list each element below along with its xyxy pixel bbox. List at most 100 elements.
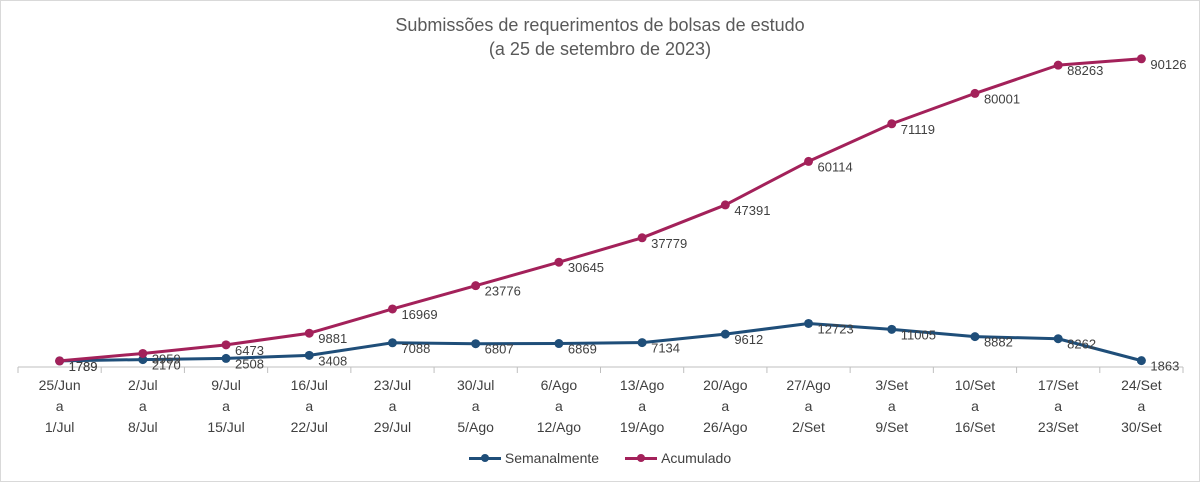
x-tick-label: 16/Jul [291,377,328,393]
legend-item: Semanalmente [468,450,600,466]
data-label-semanalmente: 6807 [485,342,514,357]
data-point-acumulado [471,281,481,291]
data-point-semanalmente [1053,334,1063,344]
data-point-semanalmente [387,338,397,348]
legend-item: Acumulado [625,450,731,466]
chart-title: Submissões de requerimentos de bolsas de… [395,15,805,35]
data-point-acumulado [221,340,231,350]
data-point-semanalmente [887,324,897,334]
data-label-semanalmente: 1789 [69,359,98,374]
data-label-semanalmente: 12723 [818,321,854,336]
legend-label: Acumulado [661,450,732,466]
x-tick-label: a [389,398,397,414]
x-tick-label: 5/Ago [457,419,494,435]
x-tick-label: a [555,398,563,414]
x-tick-label: 22/Jul [291,419,328,435]
x-tick-label: 1/Jul [45,419,75,435]
data-label-acumulado: 16969 [401,307,437,322]
data-point-acumulado [554,257,564,267]
data-label-semanalmente: 7088 [401,341,430,356]
data-label-acumulado: 37779 [651,236,687,251]
x-tick-label: 8/Jul [128,419,158,435]
x-tick-label: a [56,398,64,414]
series-line-acumulado [58,57,1143,363]
x-tick-label: a [971,398,979,414]
data-label-acumulado: 1789 [69,359,98,374]
legend-marker [480,454,489,462]
data-point-acumulado [637,233,647,243]
chart-subtitle: (a 25 de setembro de 2023) [488,39,712,59]
x-tick-label: 25/Jun [39,377,81,393]
data-point-acumulado [1053,60,1063,70]
data-label-semanalmente: 3408 [318,353,347,368]
data-label-semanalmente: 2508 [235,356,264,371]
x-tick-label: 19/Ago [620,419,665,435]
series-line-semanalmente [58,321,1143,363]
data-label-semanalmente: 1863 [1150,359,1179,374]
x-tick-label: a [1137,398,1145,414]
data-point-acumulado [804,156,814,166]
x-tick-label: 2/Set [792,419,825,435]
data-label-acumulado: 60114 [818,159,853,174]
data-point-semanalmente [720,329,730,339]
data-label-acumulado: 90126 [1150,57,1186,72]
x-tick-label: 6/Ago [541,377,578,393]
data-label-semanalmente: 7134 [651,341,680,356]
data-point-semanalmente [970,332,980,342]
x-tick-label: a [721,398,729,414]
x-tick-label: 23/Jul [374,377,411,393]
x-tick-label: 12/Ago [537,419,582,435]
data-point-semanalmente [471,339,481,349]
x-tick-label: 10/Set [955,377,996,393]
data-point-acumulado [970,88,980,98]
data-label-semanalmente: 2170 [152,358,181,373]
x-tick-label: 2/Jul [128,377,158,393]
data-label-semanalmente: 11005 [901,327,936,342]
data-point-acumulado [304,328,314,338]
data-point-semanalmente [554,339,564,349]
x-tick-label: a [139,398,147,414]
x-tick-label: 9/Set [875,419,908,435]
data-label-acumulado: 88263 [1067,63,1103,78]
x-tick-label: 9/Jul [211,377,241,393]
data-point-acumulado [138,348,148,358]
data-point-acumulado [55,356,65,366]
data-point-semanalmente [804,318,814,328]
data-label-acumulado: 6473 [235,343,264,358]
data-point-acumulado [720,200,730,210]
data-label-semanalmente: 8882 [984,335,1013,350]
data-label-acumulado: 30645 [568,260,604,275]
x-tick-label: a [805,398,813,414]
data-point-acumulado [387,304,397,314]
x-tick-label: 29/Jul [374,419,411,435]
legend-swatch [468,452,501,464]
x-tick-label: 24/Set [1121,377,1162,393]
data-point-semanalmente [1136,356,1146,366]
x-tick-label: a [888,398,896,414]
x-tick-label: 17/Set [1038,377,1079,393]
x-tick-label: 3/Set [875,377,908,393]
x-tick-label: a [222,398,230,414]
line-chart: 25/Jun a 1/Jul 2/Jul a 8/Jul 9/Jul a 15/Jul 16/Ju… [17,54,1187,435]
x-tick-label: 27/Ago [786,377,831,393]
x-tick-label: 30/Jul [457,377,494,393]
data-label-acumulado: 80001 [984,91,1020,106]
x-tick-label: a [472,398,480,414]
legend-label: Semanalmente [504,450,600,466]
data-point-semanalmente [304,350,314,360]
data-label-semanalmente: 9612 [734,332,763,347]
x-tick-label: a [305,398,313,414]
x-tick-label: 16/Set [955,419,996,435]
data-label-acumulado: 23776 [485,284,521,299]
data-label-acumulado: 47391 [734,203,770,218]
data-label-acumulado: 71119 [901,122,935,137]
data-label-acumulado: 3959 [152,351,181,366]
x-tick-label: 20/Ago [703,377,748,393]
legend-marker [637,454,646,462]
data-point-semanalmente [221,353,231,363]
data-point-acumulado [1136,54,1146,64]
x-tick-label: 23/Set [1038,419,1079,435]
chart-title-block: Submissões de requerimentos de bolsas de… [1,13,1199,61]
x-tick-label: 26/Ago [703,419,748,435]
